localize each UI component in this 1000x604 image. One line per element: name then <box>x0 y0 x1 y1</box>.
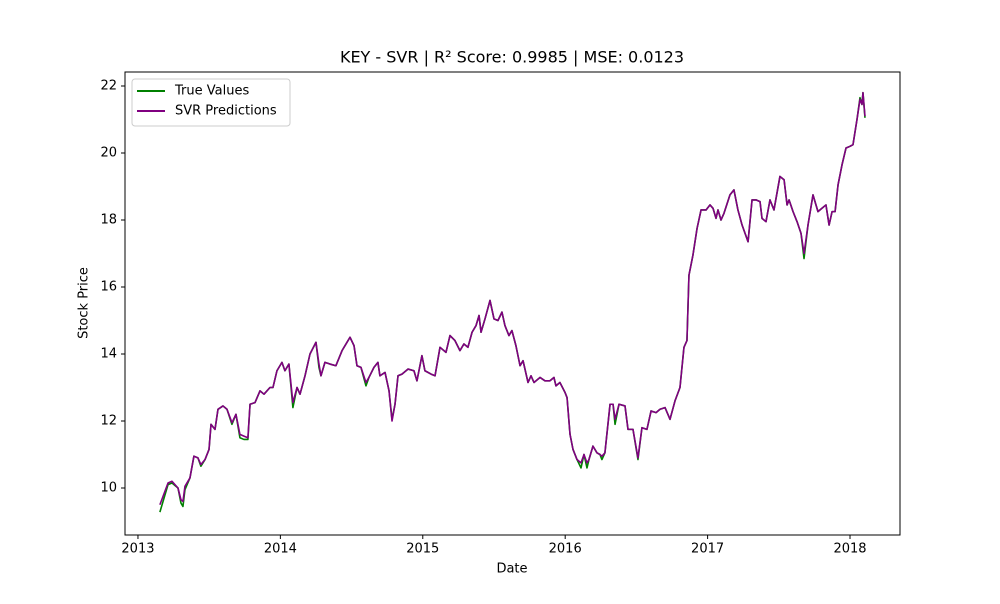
y-tick-label: 18 <box>100 213 117 228</box>
x-tick-label: 2018 <box>833 542 866 557</box>
y-tick-label: 22 <box>100 79 117 94</box>
y-axis-label: Stock Price <box>77 267 92 339</box>
legend-label: True Values <box>174 84 249 99</box>
x-tick-label: 2015 <box>406 542 439 557</box>
y-tick-label: 12 <box>100 414 117 429</box>
x-tick-label: 2013 <box>121 542 154 557</box>
legend-box <box>131 78 291 127</box>
y-tick-label: 20 <box>100 146 117 161</box>
plot-frame <box>124 71 901 536</box>
x-tick-label: 2017 <box>691 542 724 557</box>
x-tick-label: 2016 <box>549 542 582 557</box>
y-tick-label: 10 <box>100 480 117 495</box>
y-tick-label: 16 <box>100 280 117 295</box>
series-line <box>159 91 866 506</box>
y-tick-label: 14 <box>100 347 117 362</box>
x-tick-label: 2014 <box>264 542 297 557</box>
chart-title: KEY - SVR | R² Score: 0.9985 | MSE: 0.01… <box>340 48 684 67</box>
x-axis-label: Date <box>496 562 527 577</box>
legend-label: SVR Predictions <box>175 104 277 119</box>
